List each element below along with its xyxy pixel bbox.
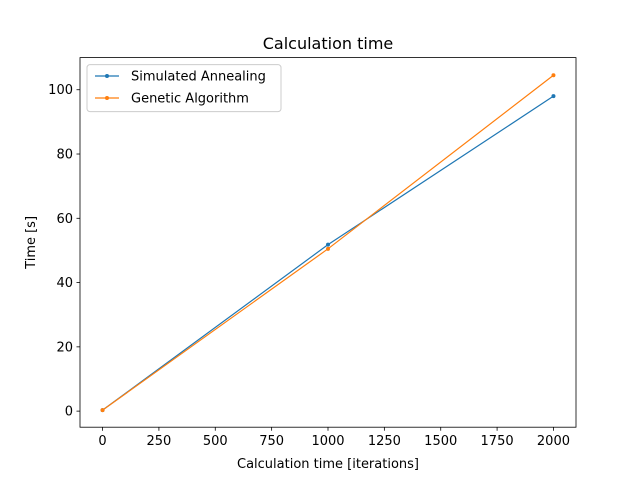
data-point [100,408,105,413]
y-tick-label: 60 [56,212,73,227]
data-point [551,94,556,99]
legend-swatch-marker [105,96,109,100]
x-axis-label: Calculation time [iterations] [237,457,419,472]
legend-label: Simulated Annealing [131,70,266,85]
x-tick-label: 1750 [481,434,514,449]
chart-title: Calculation time [263,34,394,53]
legend-swatch-marker [105,74,109,78]
x-tick-label: 1500 [424,434,457,449]
x-tick-label: 1250 [368,434,401,449]
y-tick-label: 0 [65,405,73,420]
series-layer [100,73,556,413]
x-tick-label: 250 [146,434,171,449]
x-axis: 0 250 500 750 1000 1250 1500 1750 2000 [98,427,570,449]
legend: Simulated Annealing Genetic Algorithm [86,64,282,113]
legend-box [86,64,282,113]
plot-area: 0 250 500 750 1000 1250 1500 1750 2000 0 20 40 60 80… [48,57,577,449]
data-point [326,246,330,251]
y-tick-label: 80 [56,148,73,163]
data-point [326,242,330,247]
y-tick-label: 100 [48,83,73,98]
y-axis: 0 20 40 60 80 100 [48,83,80,420]
x-tick-label: 1000 [311,434,344,449]
y-axis-label: Time [s] [24,216,39,270]
y-tick-label: 20 [56,340,73,355]
x-tick-label: 500 [203,434,228,449]
x-tick-label: 0 [98,434,106,449]
x-tick-label: 2000 [537,434,570,449]
x-tick-label: 750 [259,434,284,449]
data-point [551,73,556,78]
legend-label: Genetic Algorithm [131,92,249,107]
y-tick-label: 40 [56,276,73,291]
